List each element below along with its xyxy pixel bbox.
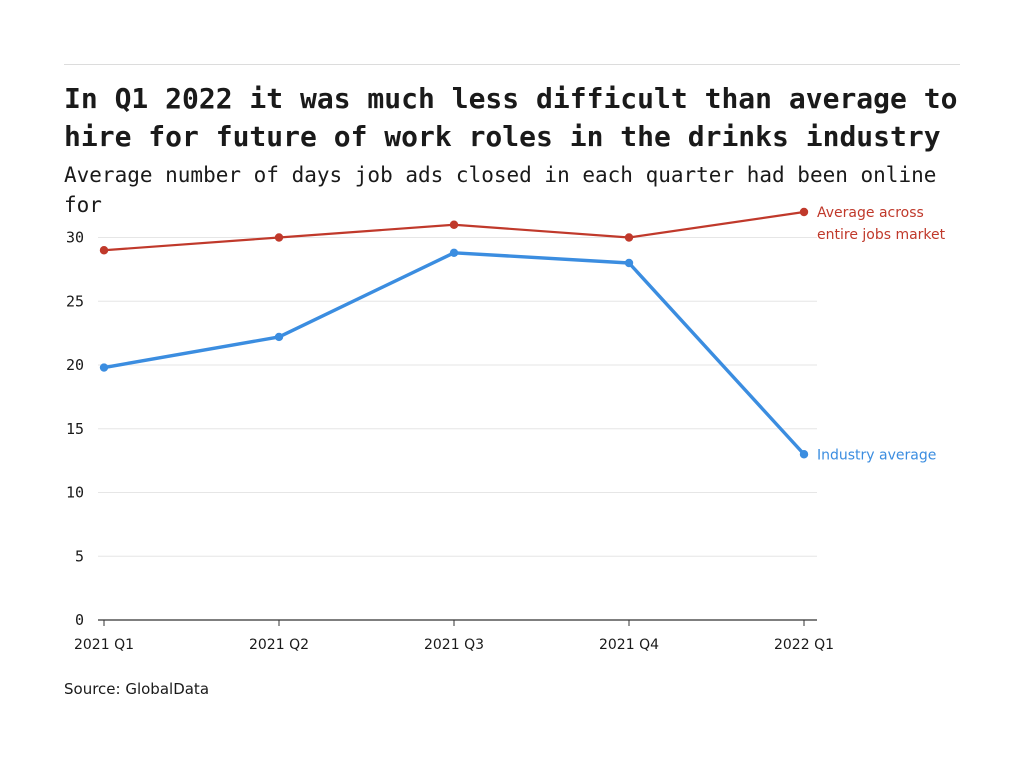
series-1-point-2 [449,248,459,257]
series-0-point-2 [449,220,459,229]
series-label-0-line-1: entire jobs market [817,227,946,243]
chart-subtitle: Average number of days job ads closed in… [64,163,937,217]
series-1-point-1 [274,332,284,342]
series-line-1 [102,251,806,456]
series-line-0 [102,210,806,252]
x-tick-label-0: 2021 Q1 [74,637,134,653]
series-1-point-0 [99,363,109,372]
x-tick-label-4: 2022 Q1 [774,637,834,653]
series-1-point-3 [624,258,634,268]
y-tick-label-5: 5 [75,547,84,565]
series-1-point-4 [799,450,809,459]
grid-layer [98,237,817,557]
source-note: Source: GlobalData [64,680,210,698]
y-tick-label-10: 10 [66,484,84,502]
top-divider [64,64,960,65]
label-layer: Average across entire jobs market Industry… [817,205,946,463]
series-0-point-1 [274,233,284,242]
series-label-0-line-0: Average across [817,205,924,221]
y-tick-label-15: 15 [66,420,84,438]
y-tick-label-0: 0 [75,611,84,629]
x-tick-label-3: 2021 Q4 [599,637,659,653]
series-label-1-line-0: Industry average [817,447,936,463]
x-tick-label-2: 2021 Q3 [424,637,484,653]
series-0-point-3 [624,233,634,242]
y-tick-label-20: 20 [66,356,84,374]
series-label-1: Industry average [817,447,936,463]
series-0-point-4 [799,207,809,217]
y-tick-label-30: 30 [66,229,84,247]
chart-title: In Q1 2022 it was much less difficult th… [64,82,958,153]
series-layer [99,207,809,459]
y-tick-label-25: 25 [66,292,84,310]
x-tick-label-1: 2021 Q2 [249,637,309,653]
series-label-0: Average across entire jobs market [817,205,946,243]
series-0-point-0 [99,246,109,255]
axis-layer: 0 5 10 15 20 25 30 2021 Q1 2021 Q2 2021 Q3 2021 Q4… [66,229,834,654]
